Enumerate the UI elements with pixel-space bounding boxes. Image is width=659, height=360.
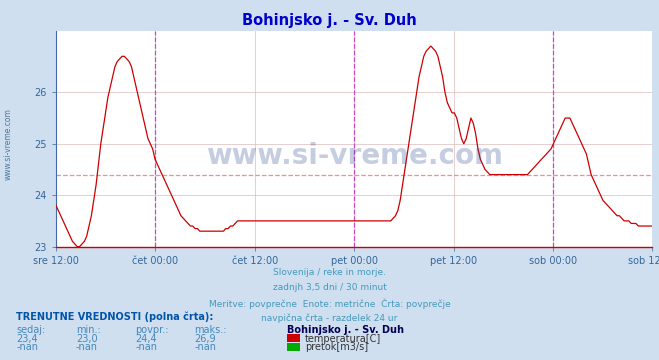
Text: Bohinjsko j. - Sv. Duh: Bohinjsko j. - Sv. Duh xyxy=(242,13,417,28)
Text: Meritve: povprečne  Enote: metrične  Črta: povprečje: Meritve: povprečne Enote: metrične Črta:… xyxy=(209,298,450,309)
Text: 24,4: 24,4 xyxy=(135,334,157,344)
Text: navpična črta - razdelek 24 ur: navpična črta - razdelek 24 ur xyxy=(262,314,397,323)
Text: pretok[m3/s]: pretok[m3/s] xyxy=(305,342,368,352)
Text: -nan: -nan xyxy=(16,342,38,352)
Text: sedaj:: sedaj: xyxy=(16,325,45,335)
Text: -nan: -nan xyxy=(135,342,157,352)
Text: www.si-vreme.com: www.si-vreme.com xyxy=(3,108,13,180)
Text: maks.:: maks.: xyxy=(194,325,227,335)
Text: zadnjh 3,5 dni / 30 minut: zadnjh 3,5 dni / 30 minut xyxy=(273,283,386,292)
Text: -nan: -nan xyxy=(76,342,98,352)
Text: TRENUTNE VREDNOSTI (polna črta):: TRENUTNE VREDNOSTI (polna črta): xyxy=(16,311,214,322)
Text: Slovenija / reke in morje.: Slovenija / reke in morje. xyxy=(273,268,386,277)
Text: temperatura[C]: temperatura[C] xyxy=(305,334,382,344)
Text: povpr.:: povpr.: xyxy=(135,325,169,335)
Text: -nan: -nan xyxy=(194,342,216,352)
Text: 23,4: 23,4 xyxy=(16,334,38,344)
Text: 23,0: 23,0 xyxy=(76,334,98,344)
Text: www.si-vreme.com: www.si-vreme.com xyxy=(206,142,503,170)
Text: min.:: min.: xyxy=(76,325,101,335)
Text: 26,9: 26,9 xyxy=(194,334,216,344)
Text: Bohinjsko j. - Sv. Duh: Bohinjsko j. - Sv. Duh xyxy=(287,325,404,335)
